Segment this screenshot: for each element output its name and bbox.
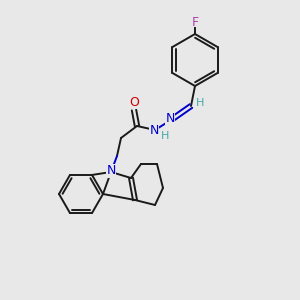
Text: H: H	[196, 98, 204, 108]
Text: N: N	[149, 124, 159, 137]
Text: N: N	[106, 164, 116, 178]
Text: N: N	[165, 112, 175, 125]
Text: O: O	[129, 95, 139, 109]
Text: H: H	[161, 131, 169, 141]
Text: F: F	[191, 16, 199, 28]
